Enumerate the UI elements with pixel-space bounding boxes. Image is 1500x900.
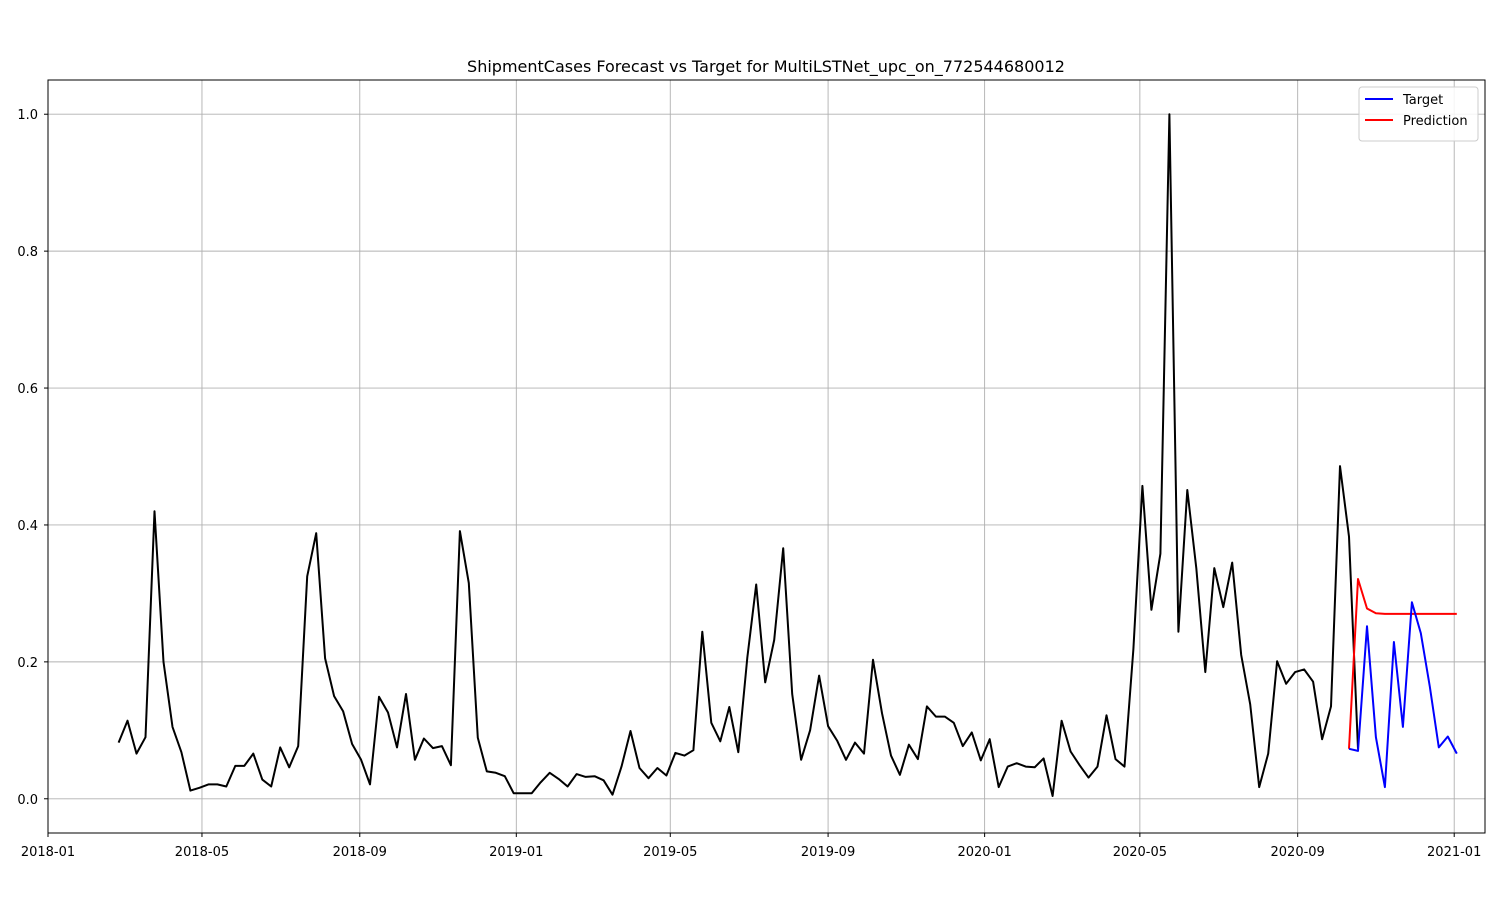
x-tick-label: 2020-05 xyxy=(1113,845,1167,860)
y-tick-label: 0.2 xyxy=(17,656,38,671)
legend: Target Prediction xyxy=(1358,86,1479,142)
series-lines xyxy=(117,113,1458,797)
y-tick-label: 1.0 xyxy=(17,108,38,123)
y-axis: 0.0 0.2 0.4 0.6 0.8 1.0 xyxy=(17,108,48,808)
x-axis: 2018-01 2018-05 2018-09 2019-01 2019-05 2019-… xyxy=(21,833,1481,860)
legend-label: Prediction xyxy=(1403,114,1468,129)
y-tick-label: 0.8 xyxy=(17,245,38,260)
history-line xyxy=(117,113,1359,797)
x-tick-label: 2018-01 xyxy=(21,845,75,860)
x-tick-label: 2020-01 xyxy=(957,845,1011,860)
y-tick-label: 0.6 xyxy=(17,382,38,397)
x-tick-label: 2019-09 xyxy=(801,845,855,860)
x-tick-label: 2021-01 xyxy=(1427,845,1481,860)
plot-frame xyxy=(47,79,1486,834)
x-tick-label: 2019-01 xyxy=(489,845,543,860)
prediction-line xyxy=(1348,578,1457,749)
chart-title: ShipmentCases Forecast vs Target for Mul… xyxy=(467,57,1065,77)
x-tick-label: 2018-09 xyxy=(333,845,387,860)
x-tick-label: 2018-05 xyxy=(175,845,229,860)
grid-lines xyxy=(47,80,1485,833)
x-tick-label: 2019-05 xyxy=(643,845,697,860)
legend-box xyxy=(1358,86,1479,142)
target-line xyxy=(1348,601,1458,789)
y-tick-label: 0.0 xyxy=(17,793,38,808)
x-tick-label: 2020-09 xyxy=(1271,845,1325,860)
y-tick-label: 0.4 xyxy=(17,519,38,534)
legend-label: Target xyxy=(1402,93,1443,108)
